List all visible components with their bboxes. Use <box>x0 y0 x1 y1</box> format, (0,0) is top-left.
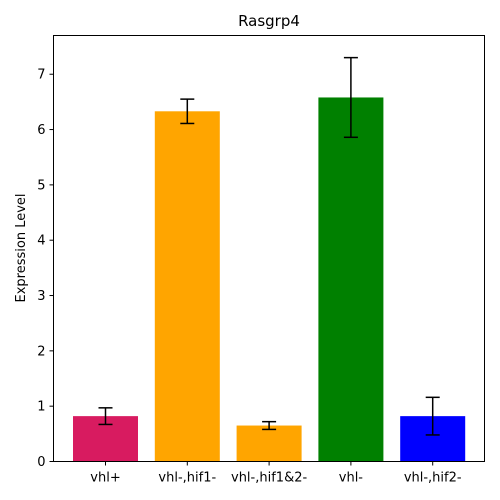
x-tick-label: vhl+ <box>90 471 120 486</box>
x-tick-label: vhl- <box>339 471 364 486</box>
y-tick-label: 7 <box>37 68 45 83</box>
y-tick-label: 2 <box>37 344 45 359</box>
y-tick-label: 4 <box>37 234 45 249</box>
x-tick-label: vhl-,hif1- <box>158 471 216 486</box>
x-tick-label: vhl-,hif2- <box>404 471 462 486</box>
bar <box>236 425 302 462</box>
y-tick-label: 0 <box>37 455 45 470</box>
bar <box>318 97 384 462</box>
x-axis: vhl+ vhl-,hif1- vhl-,hif1&2- vhl-vhl-,hif2- <box>90 461 462 486</box>
plot-frame <box>53 35 485 462</box>
bar <box>154 111 220 462</box>
error-bars-layer <box>98 56 440 436</box>
x-tick-label: vhl-,hif1&2- <box>231 471 307 486</box>
y-tick-label: 6 <box>37 123 45 138</box>
y-tick-label: 1 <box>37 400 45 415</box>
y-tick-label: 3 <box>37 289 45 304</box>
chart-title: Rasgrp4 <box>238 12 300 30</box>
bars-layer <box>73 97 466 462</box>
y-tick-label: 5 <box>37 178 45 193</box>
y-axis-label: Expression Level <box>14 193 29 302</box>
y-axis: 0 1 2 3 4 5 6 7 <box>37 68 54 470</box>
